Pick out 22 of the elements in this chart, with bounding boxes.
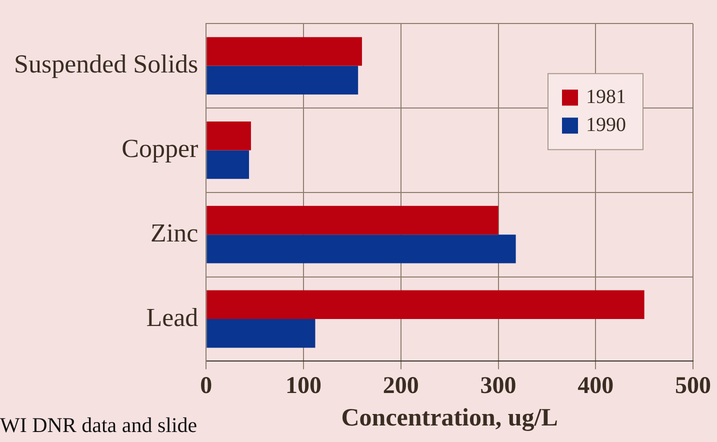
x-tick-label: 0 [200,372,212,399]
bar [206,206,498,235]
bar [206,66,358,94]
legend-label: 1981 [586,86,626,108]
bar [206,319,316,348]
y-tick-label: Copper [122,134,199,164]
bar [206,122,251,150]
x-tick-label: 100 [286,372,322,399]
x-tick-label: 400 [578,372,614,399]
x-axis-title: Concentration, ug/L [341,404,558,432]
legend-label: 1990 [586,114,626,136]
bar [206,234,516,264]
bar [206,37,362,66]
bar [206,150,250,179]
x-tick-label: 500 [675,372,711,399]
x-tick-label: 200 [382,372,419,399]
bar [206,290,644,319]
text: WI DNR data and slide [0,413,198,438]
y-tick-label: Suspended Solids [14,50,198,79]
x-tick-label: 300 [480,372,516,399]
y-tick-label: Zinc [150,218,198,248]
y-tick-label: Lead [146,302,198,332]
